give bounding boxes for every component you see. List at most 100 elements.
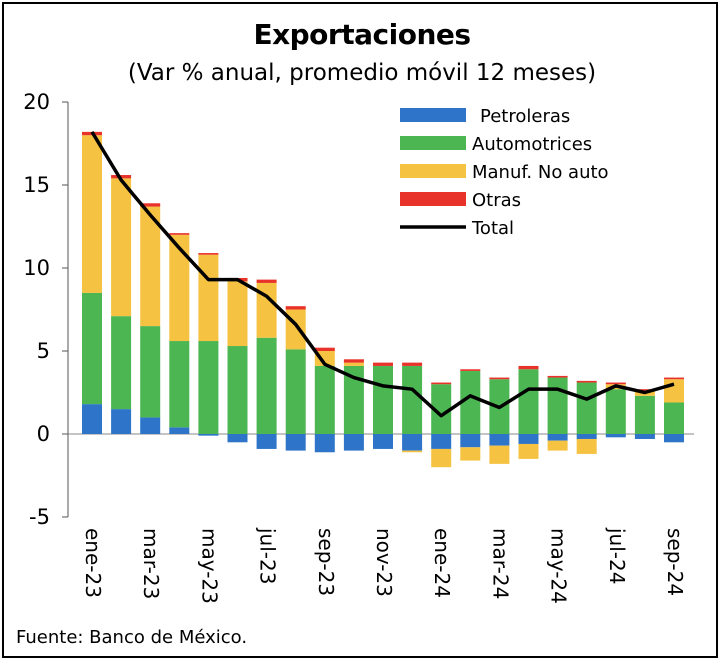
bar-automotrices [373,365,393,434]
bar-otras [664,377,684,380]
bar-manuf-no-auto [140,206,161,327]
legend-label: Total [471,218,514,239]
x-tick-label: mar-24 [488,528,512,599]
bar-manuf-no-auto [343,362,364,366]
bar-petroleras [664,434,684,443]
bar-manuf-no-auto [82,135,102,293]
bar-petroleras [547,434,568,441]
chart-subtitle: (Var % anual, promedio móvil 12 meses) [127,60,597,86]
bar-otras [489,377,510,380]
bar-otras [314,347,335,351]
bar-manuf-no-auto [489,445,510,464]
legend-swatch [400,108,466,122]
bar-otras [605,382,626,385]
bar-petroleras [198,434,219,436]
x-tick-label: nov-23 [372,528,396,597]
y-tick-label: 0 [37,422,50,446]
bar-automotrices [634,395,655,434]
source-note: Fuente: Banco de México. [16,627,248,648]
bar-petroleras [140,417,161,434]
bar-automotrices [547,377,568,434]
bar-manuf-no-auto [664,379,684,403]
legend-label: Manuf. No auto [472,162,609,183]
bar-otras [285,306,306,310]
x-tick-label: sep-23 [314,528,338,596]
bar-automotrices [605,389,626,434]
x-tick-label: sep-24 [663,528,687,596]
bar-otras [518,365,539,370]
bar-petroleras [227,434,248,443]
x-tick-label: mar-23 [139,528,163,599]
legend-swatch [400,164,466,178]
bar-petroleras [82,404,102,434]
bar-otras [256,279,277,283]
y-tick-label: -5 [29,505,50,529]
bar-otras [198,253,219,255]
bar-manuf-no-auto [227,281,248,347]
bar-automotrices [198,341,219,434]
bar-otras [634,389,655,391]
y-tick-label: 10 [23,256,50,280]
bar-petroleras [518,434,539,444]
bar-manuf-no-auto [460,447,481,461]
bar-otras [343,359,364,363]
bar-automotrices [431,384,452,434]
bar-manuf-no-auto [547,440,568,451]
bar-otras [547,375,568,378]
bar-petroleras [402,434,423,451]
bar-otras [140,203,161,207]
y-tick-label: 5 [37,339,50,363]
x-tick-label: may-24 [547,528,571,604]
bar-otras [460,369,481,371]
bar-automotrices [227,346,248,434]
bar-petroleras [605,434,626,438]
bar-petroleras [256,434,277,449]
bar-otras [576,380,597,383]
y-tick-label: 15 [23,173,50,197]
bar-automotrices [518,369,539,434]
bar-manuf-no-auto [256,282,277,338]
bar-manuf-no-auto [576,438,597,454]
bar-automotrices [111,316,132,410]
legend-label: Automotrices [472,134,592,155]
bar-petroleras [285,434,306,451]
bar-automotrices [343,365,364,434]
x-tick-label: jul-24 [605,527,629,584]
bar-petroleras [634,434,655,439]
x-tick-label: ene-24 [430,528,454,598]
bar-petroleras [460,434,481,448]
bar-automotrices [140,326,161,418]
bar-manuf-no-auto [111,178,132,317]
x-tick-label: may-23 [197,528,221,604]
bar-automotrices [664,402,684,434]
bar-manuf-no-auto [431,448,452,468]
legend-swatch [400,136,466,150]
bar-automotrices [460,370,481,434]
legend-swatch [400,192,466,206]
legend-label: Petroleras [480,106,570,127]
bar-petroleras [343,434,364,451]
bar-automotrices [402,365,423,434]
bar-petroleras [489,434,510,446]
chart-title: Exportaciones [253,18,471,51]
bar-manuf-no-auto [198,254,219,342]
bar-otras [169,233,190,235]
bar-manuf-no-auto [402,450,423,453]
bar-petroleras [576,434,597,439]
bar-otras [402,362,423,366]
bar-automotrices [576,382,597,434]
bar-automotrices [256,337,277,434]
bar-otras [373,362,393,366]
total-line [90,130,675,418]
bar-automotrices [82,292,102,405]
x-tick-label: ene-23 [81,528,105,598]
bar-petroleras [431,434,452,449]
bar-automotrices [285,349,306,434]
bar-petroleras [314,434,335,453]
bar-automotrices [314,365,335,434]
y-tick-label: 20 [23,90,50,114]
bar-petroleras [373,434,393,449]
x-tick-label: jul-23 [256,527,280,584]
bar-manuf-no-auto [169,234,190,342]
